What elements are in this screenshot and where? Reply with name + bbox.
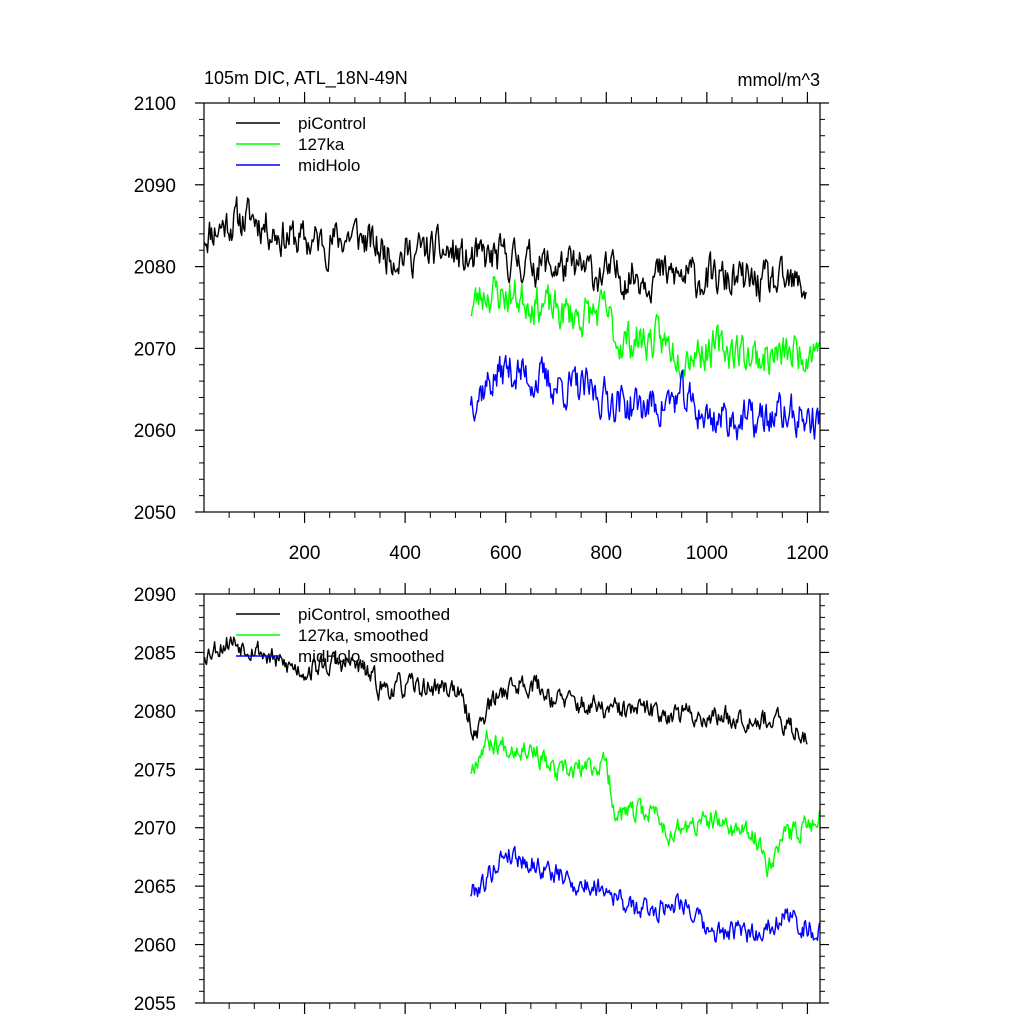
units-label: mmol/m^3 [738,70,820,90]
series-line-0 [203,636,808,745]
y-tick-label: 2100 [134,94,176,115]
legend-label-2: midHolo, smoothed [298,647,444,666]
axes: 2055 2060 2065 2070 2075 2080 2085 2090 [134,583,829,1015]
chart-title: 105m DIC, ATL_18N-49N [204,68,408,89]
y-tick-label: 2070 [134,819,176,840]
series-line-2 [469,845,821,943]
x-tick-label: 1200 [786,543,828,564]
x-tick-label: 200 [289,543,321,564]
legend-label-1: 127ka [298,135,345,154]
series-layer [203,636,821,943]
plot-frame [203,102,821,513]
legend: piControl 127ka midHolo [236,114,366,175]
y-tick-label: 2060 [134,936,176,957]
x-tick-label: 1000 [686,543,728,564]
y-tick-label: 2050 [134,503,176,524]
y-tick-label: 2075 [134,760,176,781]
y-tick-label: 2090 [134,585,176,606]
y-tick-label: 2080 [134,258,176,279]
y-tick-label: 2080 [134,702,176,723]
series-line-0 [203,196,808,304]
y-tick-label: 2090 [134,176,176,197]
bottom-panel: 2055 2060 2065 2070 2075 2080 2085 2090 piContr… [134,583,829,1015]
legend-label-0: piControl, smoothed [298,605,450,624]
plot-frame [203,593,821,1004]
series-line-1 [470,275,820,380]
x-tick-label: 400 [389,543,421,564]
y-tick-label: 2070 [134,339,176,360]
legend-label-0: piControl [298,114,366,133]
legend: piControl, smoothed 127ka, smoothed midHol… [236,605,450,666]
legend-label-2: midHolo [298,156,360,175]
series-line-2 [469,354,821,441]
x-tick-label: 800 [590,543,622,564]
top-panel: 105m DIC, ATL_18N-49N mmol/m^3 205020602… [134,68,829,564]
y-tick-label: 2065 [134,877,176,898]
y-tick-label: 2060 [134,421,176,442]
y-tick-label: 2085 [134,643,176,664]
series-layer [203,196,821,441]
series-line-1 [469,729,821,878]
x-tick-label: 600 [490,543,522,564]
y-tick-label: 2055 [134,994,176,1015]
axes: 2050 2060 2070 2080 2090 2100 200 400 600 800 1000… [134,92,829,564]
legend-label-1: 127ka, smoothed [298,626,428,645]
